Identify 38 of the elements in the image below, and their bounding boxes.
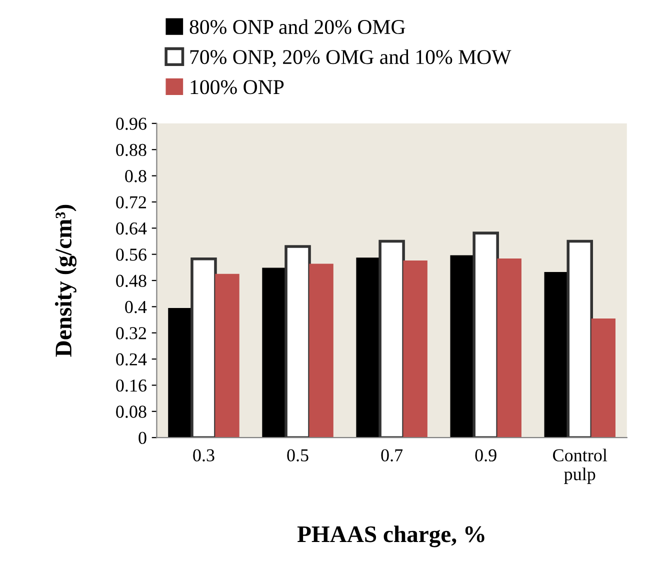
bar	[450, 255, 474, 438]
bar	[591, 318, 616, 438]
y-tick-label: 0	[138, 432, 146, 444]
legend-label: 80% ONP and 20% OMG	[190, 19, 406, 34]
bar	[403, 260, 428, 438]
x-tick-label: 0.7	[381, 449, 403, 462]
legend-label: 70% ONP, 20% OMG and 10% MOW	[190, 49, 512, 68]
x-tick-label: 0.5	[287, 449, 308, 462]
bar	[262, 268, 286, 438]
y-tick-label: 0.16	[116, 379, 146, 392]
bar	[497, 258, 522, 438]
bar	[309, 264, 334, 438]
bar	[168, 308, 192, 438]
bar	[215, 274, 240, 438]
bar	[378, 240, 405, 438]
legend-label: 100% ONP	[190, 80, 284, 94]
y-tick-label: 0.4	[125, 300, 147, 314]
y-tick-label: 0.88	[116, 144, 146, 156]
y-tick-label: 0.08	[116, 406, 146, 418]
y-tick-label: 0.96	[116, 118, 146, 130]
bar	[472, 232, 499, 438]
y-tick-label: 0.24	[116, 353, 147, 366]
x-tick-label: 0.3	[193, 449, 214, 462]
bar	[566, 240, 594, 438]
y-tick-label: 0.48	[116, 274, 146, 288]
bar	[190, 258, 217, 438]
y-axis-title: Density (g/cm³)	[54, 204, 77, 357]
x-axis-title: PHAAS charge, %	[297, 526, 484, 548]
bar	[356, 258, 380, 438]
y-tick-label: 0.56	[116, 248, 146, 261]
bar	[284, 245, 311, 438]
y-tick-label: 0.8	[125, 170, 146, 182]
x-tick-label: Control pulp	[553, 448, 608, 484]
y-tick-label: 0.64	[116, 222, 147, 235]
x-tick-label: 0.9	[475, 449, 496, 462]
y-tick-label: 0.72	[116, 196, 146, 208]
bar	[544, 272, 568, 438]
y-tick-label: 0.32	[116, 327, 146, 340]
